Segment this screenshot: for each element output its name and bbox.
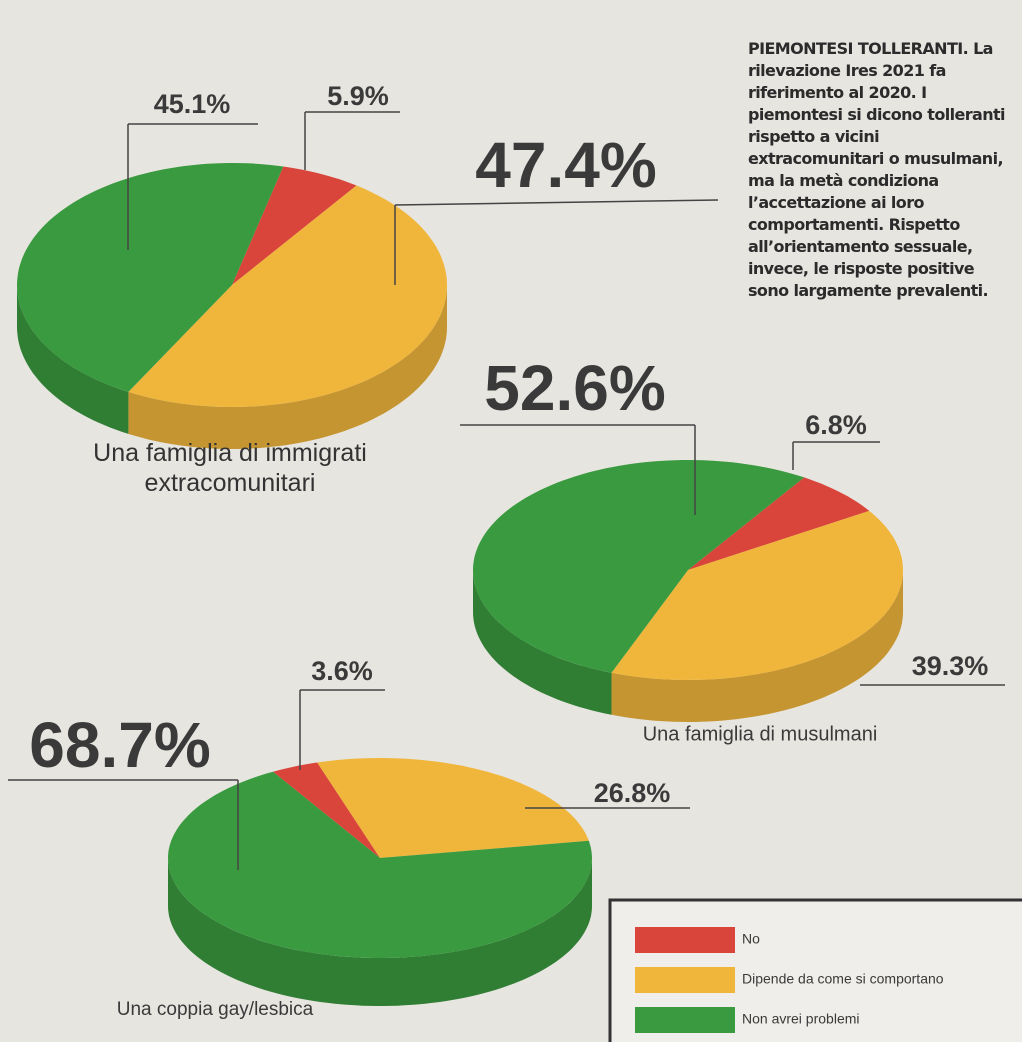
pie-slice <box>317 758 589 858</box>
pie-slice <box>128 185 447 407</box>
leader-line <box>394 199 719 206</box>
value-label: 52.6% <box>484 352 665 424</box>
pie-slice <box>688 477 870 570</box>
pie-side <box>17 285 129 434</box>
value-label: 68.7% <box>29 709 210 781</box>
chart-title: Una famiglia di musulmani <box>643 723 878 745</box>
pie-side <box>168 858 592 1006</box>
value-label: 6.8% <box>805 410 867 440</box>
pie-slice <box>232 166 357 285</box>
pie-side <box>473 570 612 715</box>
value-label: 47.4% <box>475 129 656 201</box>
annotation-title: PIEMONTESI TOLLERANTI. <box>748 39 969 58</box>
pie-side <box>128 285 447 449</box>
pie-side <box>611 570 903 722</box>
pie-slice <box>611 510 903 680</box>
value-label: 39.3% <box>912 651 989 681</box>
legend-label: No <box>742 931 760 947</box>
legend-swatch <box>635 1007 735 1033</box>
annotation: PIEMONTESI TOLLERANTI. La rilevazione Ir… <box>748 38 1010 302</box>
pie-slice <box>473 460 805 673</box>
chart-title: Una coppia gay/lesbica <box>117 999 314 1020</box>
pie-slice <box>273 762 380 858</box>
legend-swatch <box>635 967 735 993</box>
value-label: 5.9% <box>327 81 389 111</box>
annotation-text: La rilevazione Ires 2021 fa riferimento … <box>748 39 1006 300</box>
legend-label: Dipende da come si comportano <box>742 971 944 987</box>
pie-slice <box>17 163 284 392</box>
chart-title: Una famiglia di immigrati extracomunitar… <box>93 439 367 497</box>
pie-slice <box>168 771 592 958</box>
value-label: 26.8% <box>594 778 671 808</box>
value-label: 3.6% <box>311 656 373 686</box>
legend-swatch <box>635 927 735 953</box>
value-label: 45.1% <box>154 89 231 119</box>
legend-label: Non avrei problemi <box>742 1011 860 1027</box>
